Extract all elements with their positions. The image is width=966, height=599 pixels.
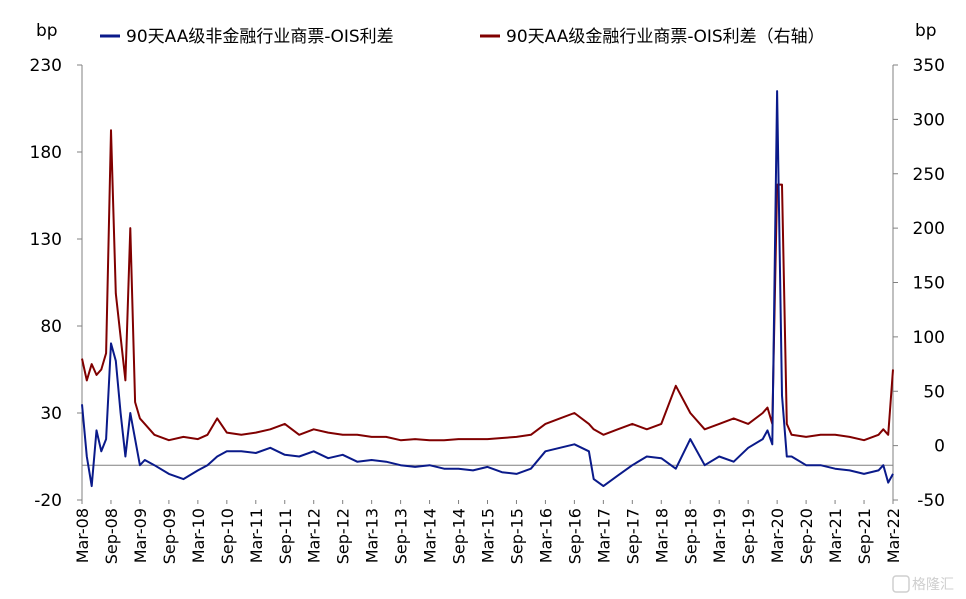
watermark: 格隆汇 [892, 575, 954, 593]
x-tick-label: Sep-21 [855, 508, 874, 564]
x-tick-label: Mar-19 [710, 508, 729, 563]
x-tick-label: Sep-20 [797, 508, 816, 564]
x-tick-label: Sep-08 [102, 508, 121, 564]
plot-area: 230 180 130 80 30 -20 350 300 250 200 150 100 50 0 -50… [30, 56, 945, 564]
x-tick-label: Sep-10 [218, 508, 237, 564]
x-tick-label: Sep-15 [507, 508, 526, 564]
legend: 90天AA级非金融行业商票-OIS利差 90天AA级金融行业商票-OIS利差（右… [100, 27, 825, 47]
right-tick-label: 50 [923, 382, 945, 402]
x-tick-label: Mar-08 [73, 508, 92, 563]
series-line-financial [81, 129, 894, 442]
watermark-text: 格隆汇 [912, 577, 954, 593]
right-tick-label: 200 [913, 219, 945, 239]
x-tick-label: Mar-13 [363, 508, 382, 563]
right-axis-unit: bp [915, 21, 937, 41]
watermark-logo-icon [892, 575, 910, 593]
x-tick-label: Sep-14 [450, 508, 469, 564]
x-tick-label: Sep-16 [565, 508, 584, 564]
right-tick-label: 0 [934, 437, 945, 457]
x-tick-label: Mar-09 [131, 508, 150, 563]
x-tick-label: Mar-12 [305, 508, 324, 563]
x-tick-label: Sep-09 [160, 508, 179, 564]
x-tick-label: Mar-22 [884, 508, 903, 563]
x-tick-label: Sep-19 [739, 508, 758, 564]
right-tick-label: 300 [913, 110, 945, 130]
right-tick-label: 350 [913, 56, 945, 76]
x-tick-label: Sep-18 [681, 508, 700, 564]
x-tick-label: Sep-12 [334, 508, 353, 564]
left-tick-label: -20 [34, 491, 62, 511]
x-tick-label: Mar-15 [479, 508, 498, 563]
x-tick-label: Mar-21 [826, 508, 845, 563]
x-tick-label: Mar-17 [594, 508, 613, 563]
x-tick-label: Mar-10 [189, 508, 208, 563]
x-tick-label: Sep-13 [392, 508, 411, 564]
legend-label-right-series: 90天AA级金融行业商票-OIS利差（右轴） [506, 27, 825, 47]
x-tick-label: Mar-14 [421, 508, 440, 563]
left-tick-label: 30 [40, 404, 62, 424]
left-tick-label: 230 [30, 56, 62, 76]
right-tick-label: -50 [917, 491, 945, 511]
x-tick-label: Mar-16 [536, 508, 555, 563]
series-line-nonfinancial [81, 90, 894, 488]
right-tick-label: 250 [913, 165, 945, 185]
x-tick-label: Mar-11 [247, 508, 266, 563]
left-axis-unit: bp [36, 21, 58, 41]
left-tick-label: 80 [40, 317, 62, 337]
legend-label-left-series: 90天AA级非金融行业商票-OIS利差 [126, 27, 394, 47]
x-tick-label: Mar-20 [768, 508, 787, 563]
x-tick-label: Sep-17 [623, 508, 642, 564]
x-tick-label: Sep-11 [276, 508, 295, 564]
right-tick-label: 100 [913, 328, 945, 348]
right-tick-label: 150 [913, 274, 945, 294]
x-tick-label: Mar-18 [652, 508, 671, 563]
left-tick-label: 130 [30, 230, 62, 250]
left-tick-label: 180 [30, 143, 62, 163]
